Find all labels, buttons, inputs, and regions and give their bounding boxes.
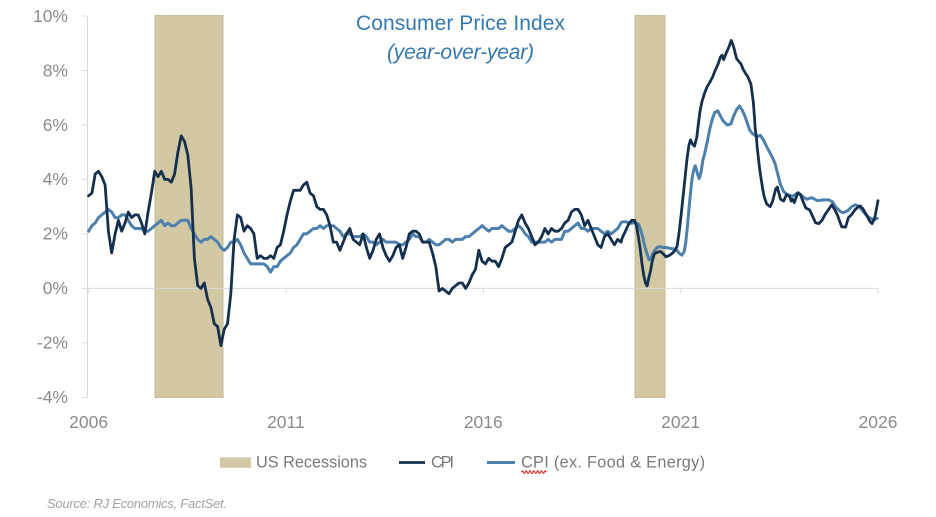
- svg-text:0%: 0%: [43, 278, 68, 298]
- svg-text:4%: 4%: [43, 169, 68, 189]
- svg-text:CPI (ex. Food & Energy): CPI (ex. Food & Energy): [521, 454, 705, 472]
- svg-text:2021: 2021: [661, 412, 700, 432]
- svg-text:8%: 8%: [43, 60, 68, 80]
- svg-text:2006: 2006: [69, 412, 108, 432]
- svg-text:10%: 10%: [33, 6, 68, 26]
- svg-text:Source: RJ Economics, FactSet.: Source: RJ Economics, FactSet.: [47, 496, 227, 511]
- svg-text:2011: 2011: [267, 412, 305, 432]
- svg-text:(year-over-year): (year-over-year): [387, 41, 534, 64]
- svg-text:-4%: -4%: [37, 387, 68, 407]
- svg-text:2016: 2016: [464, 412, 503, 432]
- svg-text:6%: 6%: [43, 115, 68, 135]
- svg-text:2026: 2026: [859, 412, 898, 432]
- svg-text:Consumer Price Index: Consumer Price Index: [356, 12, 566, 35]
- svg-text:CPI: CPI: [431, 454, 454, 472]
- svg-text:US Recessions: US Recessions: [256, 454, 367, 472]
- svg-text:-2%: -2%: [37, 333, 68, 353]
- svg-text:2%: 2%: [43, 224, 68, 244]
